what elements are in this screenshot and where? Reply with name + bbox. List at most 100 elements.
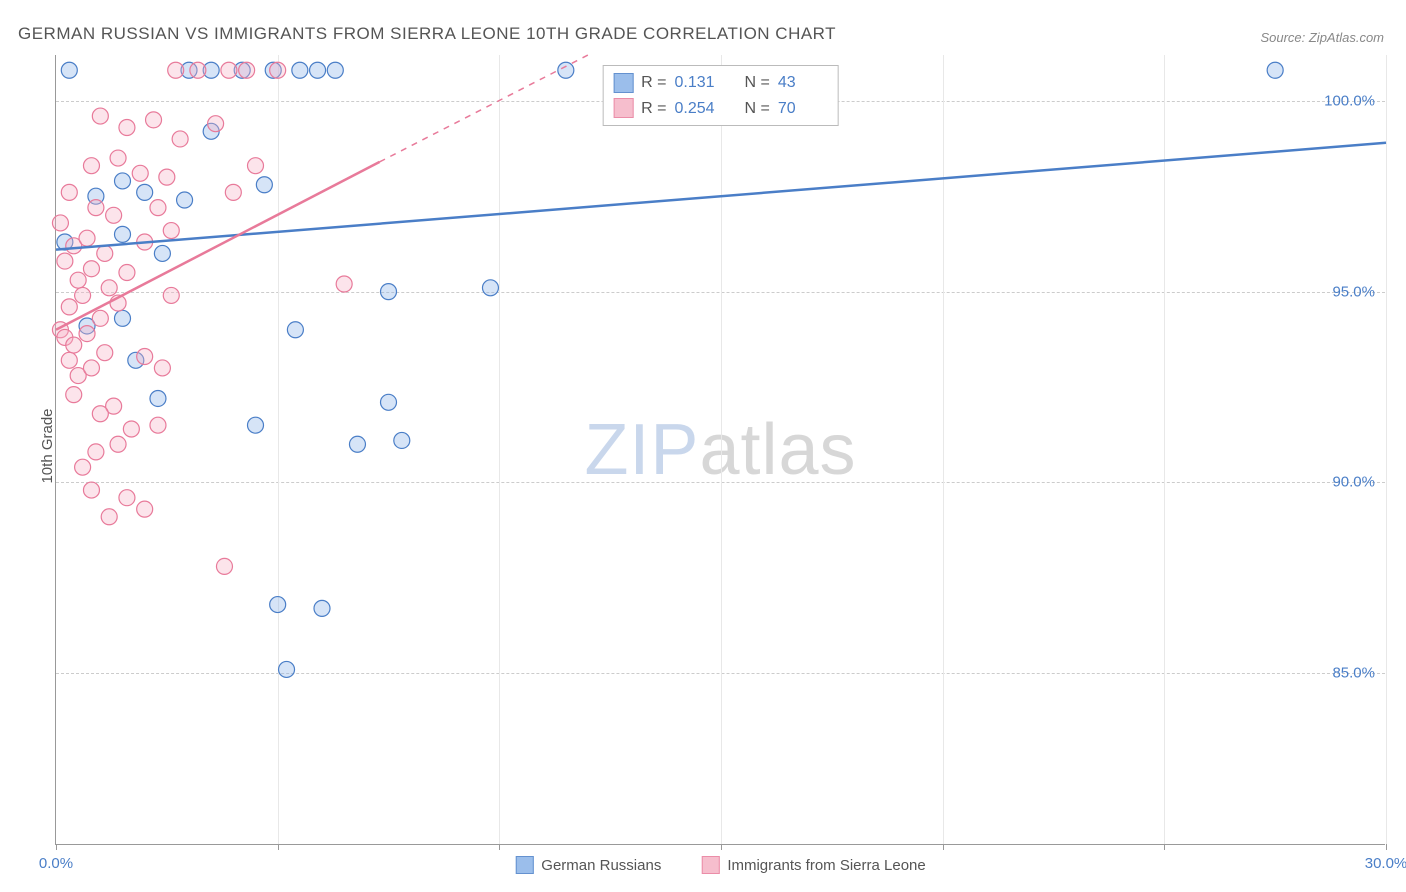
scatter-point xyxy=(216,558,232,574)
x-tick-label: 30.0% xyxy=(1365,855,1406,872)
scatter-point xyxy=(61,184,77,200)
scatter-point xyxy=(314,600,330,616)
scatter-point xyxy=(154,245,170,261)
scatter-point xyxy=(172,131,188,147)
scatter-point xyxy=(70,272,86,288)
scatter-point xyxy=(83,261,99,277)
scatter-point xyxy=(163,223,179,239)
x-tick-mark xyxy=(1164,844,1165,850)
scatter-point xyxy=(177,192,193,208)
scatter-point xyxy=(137,501,153,517)
scatter-point xyxy=(92,108,108,124)
legend-label: Immigrants from Sierra Leone xyxy=(727,857,925,874)
stats-n-label: N = xyxy=(745,70,770,96)
gridline-v xyxy=(1386,55,1387,844)
scatter-point xyxy=(119,265,135,281)
scatter-point xyxy=(256,177,272,193)
legend: German Russians Immigrants from Sierra Le… xyxy=(515,856,925,874)
x-tick-mark xyxy=(499,844,500,850)
scatter-point xyxy=(154,360,170,376)
scatter-point xyxy=(101,280,117,296)
scatter-point xyxy=(394,432,410,448)
scatter-point xyxy=(327,62,343,78)
scatter-point xyxy=(190,62,206,78)
scatter-point xyxy=(52,215,68,231)
scatter-point xyxy=(221,62,237,78)
scatter-point xyxy=(248,158,264,174)
chart-title: GERMAN RUSSIAN VS IMMIGRANTS FROM SIERRA… xyxy=(18,24,836,44)
scatter-point xyxy=(287,322,303,338)
scatter-point xyxy=(92,310,108,326)
scatter-point xyxy=(225,184,241,200)
scatter-point xyxy=(97,345,113,361)
scatter-point xyxy=(248,417,264,433)
source-attribution: Source: ZipAtlas.com xyxy=(1260,30,1384,45)
scatter-point xyxy=(150,417,166,433)
scatter-point xyxy=(336,276,352,292)
stats-n-value: 43 xyxy=(778,70,828,96)
trend-line-extrapolated xyxy=(380,55,588,162)
scatter-point xyxy=(150,390,166,406)
scatter-point xyxy=(61,299,77,315)
scatter-point xyxy=(88,444,104,460)
scatter-point xyxy=(119,120,135,136)
scatter-point xyxy=(83,482,99,498)
scatter-point xyxy=(159,169,175,185)
scatter-point xyxy=(110,150,126,166)
stats-row: R = 0.131 N = 43 xyxy=(613,70,828,96)
stats-r-label: R = xyxy=(641,96,666,122)
scatter-point xyxy=(482,280,498,296)
stats-r-label: R = xyxy=(641,70,666,96)
scatter-point xyxy=(270,62,286,78)
stats-r-value: 0.131 xyxy=(675,70,725,96)
scatter-point xyxy=(381,284,397,300)
scatter-point xyxy=(92,406,108,422)
scatter-point xyxy=(310,62,326,78)
scatter-point xyxy=(239,62,255,78)
scatter-point xyxy=(83,360,99,376)
x-tick-mark xyxy=(56,844,57,850)
legend-label: German Russians xyxy=(541,857,661,874)
scatter-point xyxy=(150,200,166,216)
scatter-point xyxy=(270,597,286,613)
scatter-point xyxy=(106,207,122,223)
stats-n-value: 70 xyxy=(778,96,828,122)
scatter-point xyxy=(208,116,224,132)
stats-n-label: N = xyxy=(745,96,770,122)
scatter-point xyxy=(137,184,153,200)
scatter-point xyxy=(137,348,153,364)
scatter-point xyxy=(79,230,95,246)
x-tick-mark xyxy=(943,844,944,850)
scatter-point xyxy=(115,173,131,189)
stats-row: R = 0.254 N = 70 xyxy=(613,96,828,122)
scatter-point xyxy=(279,661,295,677)
chart-svg xyxy=(56,55,1385,844)
scatter-point xyxy=(110,436,126,452)
legend-swatch xyxy=(515,856,533,874)
scatter-point xyxy=(163,287,179,303)
stats-swatch xyxy=(613,98,633,118)
x-tick-label: 0.0% xyxy=(39,855,73,872)
scatter-point xyxy=(88,200,104,216)
scatter-point xyxy=(558,62,574,78)
scatter-point xyxy=(97,245,113,261)
plot-area: ZIPatlas 85.0%90.0%95.0%100.0%0.0%30.0% … xyxy=(55,55,1385,845)
stats-r-value: 0.254 xyxy=(675,96,725,122)
stats-swatch xyxy=(613,73,633,93)
scatter-point xyxy=(66,337,82,353)
legend-item: German Russians xyxy=(515,856,661,874)
scatter-point xyxy=(61,352,77,368)
scatter-point xyxy=(66,387,82,403)
scatter-point xyxy=(115,226,131,242)
scatter-point xyxy=(119,490,135,506)
scatter-point xyxy=(75,459,91,475)
scatter-point xyxy=(123,421,139,437)
legend-item: Immigrants from Sierra Leone xyxy=(701,856,925,874)
y-axis-label: 10th Grade xyxy=(39,408,56,483)
scatter-point xyxy=(61,62,77,78)
scatter-point xyxy=(79,326,95,342)
scatter-point xyxy=(1267,62,1283,78)
legend-swatch xyxy=(701,856,719,874)
scatter-point xyxy=(101,509,117,525)
scatter-point xyxy=(75,287,91,303)
